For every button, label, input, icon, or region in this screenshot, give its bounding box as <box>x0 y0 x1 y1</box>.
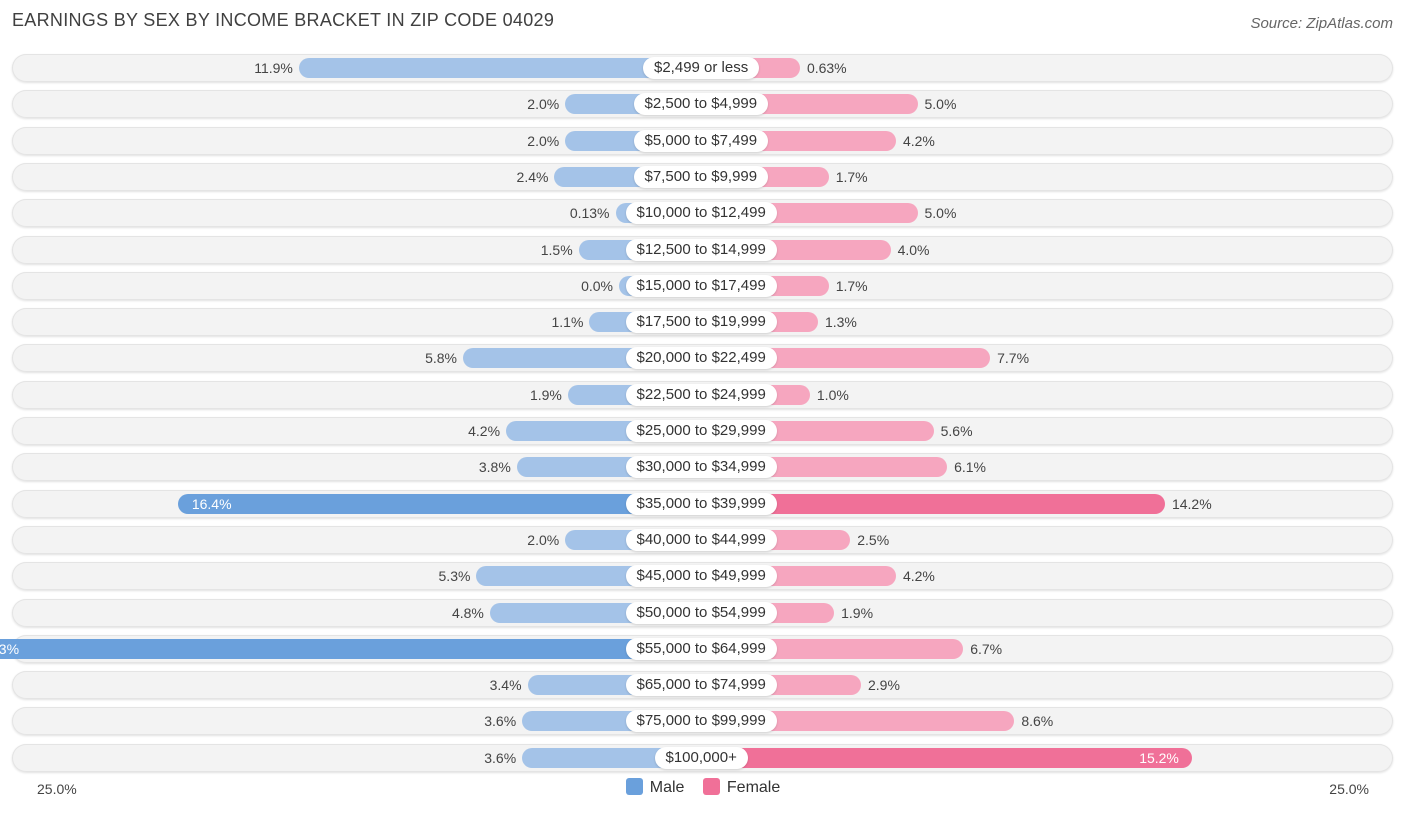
female-value-label: 1.7% <box>835 168 868 185</box>
male-value-label: 5.3% <box>438 568 471 585</box>
female-value-label: 6.1% <box>954 459 986 476</box>
chart-row: 5.8% 7.7% $20,000 to $22,499 <box>12 344 1393 373</box>
legend-swatch-male <box>625 778 643 795</box>
category-label: $7,500 to $9,999 <box>633 165 769 188</box>
male-bar <box>177 493 701 514</box>
category-label: $17,500 to $19,999 <box>625 311 777 334</box>
category-label: $55,000 to $64,999 <box>625 637 777 660</box>
female-value-label: 1.3% <box>824 314 857 331</box>
source-label: Source: ZipAtlas.com <box>1250 15 1393 32</box>
legend-item-female: Female <box>702 778 781 797</box>
male-value-label: 3.6% <box>484 713 517 730</box>
category-label: $5,000 to $7,499 <box>633 129 769 152</box>
chart-row: 1.5% 4.0% $12,500 to $14,999 <box>12 235 1393 264</box>
male-bar <box>298 58 701 78</box>
male-value-label: 1.1% <box>551 314 584 331</box>
category-label: $10,000 to $12,499 <box>625 202 777 225</box>
chart-row: 2.4% 1.7% $7,500 to $9,999 <box>12 162 1393 191</box>
category-label: $25,000 to $29,999 <box>625 420 777 442</box>
category-label: $100,000+ <box>654 746 748 769</box>
female-value-label: 1.7% <box>835 277 868 294</box>
female-value-label: 5.6% <box>940 423 973 439</box>
male-value-label: 0.0% <box>581 277 613 294</box>
female-value-label: 4.0% <box>897 241 930 258</box>
female-value-label: 14.2% <box>1171 495 1212 512</box>
male-bar <box>0 638 701 659</box>
chart-row: 0.13% 5.0% $10,000 to $12,499 <box>12 199 1393 228</box>
legend-item-male: Male <box>625 778 685 797</box>
category-label: $20,000 to $22,499 <box>625 347 777 370</box>
category-label: $2,499 or less <box>643 57 760 79</box>
female-value-label: 2.9% <box>868 677 900 694</box>
male-value-label: 4.2% <box>468 423 501 439</box>
female-value-label: 2.5% <box>857 531 890 548</box>
chart-row: 1.1% 1.3% $17,500 to $19,999 <box>12 308 1393 337</box>
chart-row: 24.3% 6.7% $55,000 to $64,999 <box>0 634 1393 663</box>
male-value-label: 2.4% <box>516 168 549 185</box>
legend: Male Female <box>0 778 1406 797</box>
chart-row: 3.8% 6.1% $30,000 to $34,999 <box>12 453 1393 482</box>
male-value-label: 2.0% <box>527 96 560 113</box>
female-value-label: 0.63% <box>806 60 847 76</box>
female-value-label: 1.9% <box>841 604 874 621</box>
category-label: $40,000 to $44,999 <box>625 528 777 551</box>
category-label: $50,000 to $54,999 <box>625 601 777 624</box>
female-value-label: 5.0% <box>924 96 957 113</box>
female-value-label: 15.2% <box>1139 749 1179 766</box>
chart-row: 4.2% 5.6% $25,000 to $29,999 <box>12 417 1393 445</box>
male-value-label: 4.8% <box>451 604 484 621</box>
chart-row: 2.0% 2.5% $40,000 to $44,999 <box>12 525 1393 554</box>
category-label: $45,000 to $49,999 <box>625 565 777 588</box>
chart-row: 11.9% 0.63% $2,499 or less <box>12 54 1393 82</box>
chart-row: 3.6% 15.2% $100,000+ <box>12 743 1393 772</box>
chart-row: 3.4% 2.9% $65,000 to $74,999 <box>12 671 1393 700</box>
male-value-label: 5.8% <box>425 350 457 367</box>
male-value-label: 24.3% <box>0 640 20 657</box>
female-value-label: 1.0% <box>816 386 849 403</box>
male-value-label: 3.8% <box>478 459 511 476</box>
chart-title: EARNINGS BY SEX BY INCOME BRACKET IN ZIP… <box>12 10 555 30</box>
axis-max-label: 25.0% <box>1329 781 1369 797</box>
legend-swatch-female <box>702 778 720 795</box>
category-label: $75,000 to $99,999 <box>625 710 777 733</box>
chart-row: 3.6% 8.6% $75,000 to $99,999 <box>12 707 1393 736</box>
male-value-label: 0.13% <box>569 205 610 222</box>
female-value-label: 7.7% <box>997 350 1030 367</box>
chart-row: 5.3% 4.2% $45,000 to $49,999 <box>12 562 1393 591</box>
male-value-label: 2.0% <box>527 531 560 548</box>
male-value-label: 1.5% <box>540 241 573 258</box>
female-bar <box>701 493 1165 514</box>
category-label: $30,000 to $34,999 <box>625 456 777 479</box>
male-value-label: 16.4% <box>191 495 232 512</box>
category-label: $2,500 to $4,999 <box>633 93 769 116</box>
chart-row: 2.0% 4.2% $5,000 to $7,499 <box>12 126 1393 155</box>
category-label: $35,000 to $39,999 <box>625 492 777 515</box>
female-value-label: 5.0% <box>924 205 957 222</box>
axis-min-label: 25.0% <box>37 781 77 797</box>
chart-row: 1.9% 1.0% $22,500 to $24,999 <box>12 380 1393 409</box>
female-bar <box>701 711 1015 732</box>
male-value-label: 3.4% <box>489 677 522 694</box>
male-value-label: 1.9% <box>529 386 562 403</box>
category-label: $65,000 to $74,999 <box>625 674 777 697</box>
legend-label-male: Male <box>649 779 685 796</box>
female-value-label: 4.2% <box>902 568 935 585</box>
category-label: $15,000 to $17,499 <box>625 274 777 297</box>
male-value-label: 3.6% <box>484 749 517 766</box>
chart-row: 4.8% 1.9% $50,000 to $54,999 <box>12 598 1393 627</box>
female-value-label: 4.2% <box>902 132 935 149</box>
female-value-label: 6.7% <box>970 640 1003 657</box>
legend-label-female: Female <box>726 779 781 796</box>
female-value-label: 8.6% <box>1021 713 1054 730</box>
chart-row: 2.0% 5.0% $2,500 to $4,999 <box>12 90 1393 119</box>
female-bar <box>701 747 1192 768</box>
male-value-label: 2.0% <box>527 132 560 149</box>
male-value-label: 11.9% <box>254 60 293 76</box>
chart-row: 16.4% 14.2% $35,000 to $39,999 <box>12 489 1393 518</box>
category-label: $12,500 to $14,999 <box>625 238 777 261</box>
chart-row: 0.0% 1.7% $15,000 to $17,499 <box>12 271 1393 300</box>
category-label: $22,500 to $24,999 <box>625 383 777 406</box>
